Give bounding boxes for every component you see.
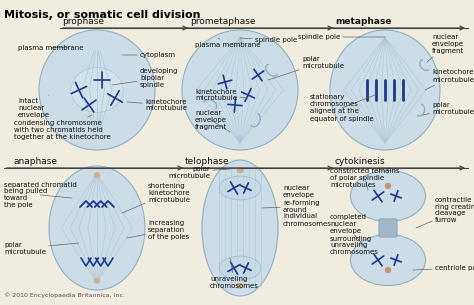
Text: increasing
separation
of the poles: increasing separation of the poles: [127, 220, 189, 240]
Ellipse shape: [49, 166, 145, 290]
Text: anaphase: anaphase: [14, 157, 58, 166]
Text: cytokinesis: cytokinesis: [335, 157, 386, 166]
Text: centriole pair: centriole pair: [413, 265, 474, 271]
Ellipse shape: [350, 170, 426, 221]
Text: kinetochore
microtubule: kinetochore microtubule: [195, 88, 248, 102]
Text: plasma membrane: plasma membrane: [195, 38, 261, 48]
Text: nuclear
envelope
fragment: nuclear envelope fragment: [195, 110, 230, 132]
Text: kinetochore
microtubule: kinetochore microtubule: [127, 99, 187, 112]
Text: Mitosis, or somatic cell division: Mitosis, or somatic cell division: [4, 10, 201, 20]
Text: plasma membrane: plasma membrane: [18, 45, 83, 51]
Circle shape: [237, 283, 243, 288]
Ellipse shape: [202, 160, 278, 296]
Text: prometaphase: prometaphase: [190, 17, 255, 26]
Ellipse shape: [182, 30, 298, 150]
Text: completed
nuclear
envelope
surrounding
unraveling
chromosomes: completed nuclear envelope surrounding u…: [330, 214, 379, 256]
Ellipse shape: [219, 176, 261, 200]
Text: developing
bipolar
spindle: developing bipolar spindle: [112, 68, 179, 88]
Ellipse shape: [219, 256, 261, 280]
Text: kinetochore
microtubule: kinetochore microtubule: [425, 70, 474, 90]
Ellipse shape: [330, 30, 440, 150]
Text: shortening
kinetochore
microtubule: shortening kinetochore microtubule: [122, 183, 190, 213]
Ellipse shape: [350, 235, 426, 285]
Text: metaphase: metaphase: [335, 17, 392, 26]
Circle shape: [94, 278, 100, 283]
Text: nuclear
envelope
re-forming
around
individual
chromosomes: nuclear envelope re-forming around indiv…: [262, 185, 332, 227]
Text: polar
microtubule: polar microtubule: [423, 102, 474, 115]
Text: polar
microtubule: polar microtubule: [4, 242, 79, 254]
Ellipse shape: [71, 67, 123, 113]
Text: nuclear
envelope
fragment: nuclear envelope fragment: [427, 34, 464, 62]
FancyBboxPatch shape: [379, 219, 397, 237]
Text: cytoplasm: cytoplasm: [122, 52, 176, 58]
Text: intact
nuclear
envelope: intact nuclear envelope: [18, 95, 50, 118]
Circle shape: [94, 173, 100, 178]
Text: stationary
chromosomes
aligned at the
equator of spindle: stationary chromosomes aligned at the eq…: [310, 95, 375, 121]
Text: unraveling
chromosomes: unraveling chromosomes: [210, 258, 259, 289]
Circle shape: [237, 168, 243, 173]
Circle shape: [385, 184, 391, 188]
Text: spindle pole: spindle pole: [298, 34, 385, 40]
Text: contractile
ring creating
cleavage
furrow: contractile ring creating cleavage furro…: [416, 196, 474, 228]
Text: constricted remains
of polar spindle
microtubules: constricted remains of polar spindle mic…: [330, 168, 400, 190]
Text: condensing chromosome
with two chromatids held
together at the kinetochore: condensing chromosome with two chromatid…: [14, 115, 111, 140]
Circle shape: [385, 267, 391, 272]
Ellipse shape: [39, 30, 155, 150]
Text: polar
microtubule: polar microtubule: [168, 166, 240, 178]
Text: telophase: telophase: [185, 157, 229, 166]
Text: © 2010 Encyclopaedia Britannica, Inc.: © 2010 Encyclopaedia Britannica, Inc.: [4, 292, 125, 298]
Text: polar
microtubule: polar microtubule: [268, 56, 344, 80]
Text: spindle pole: spindle pole: [240, 37, 297, 43]
Text: prophase: prophase: [62, 17, 104, 26]
Text: separated chromatid
being pulled
toward
the pole: separated chromatid being pulled toward …: [4, 181, 77, 209]
